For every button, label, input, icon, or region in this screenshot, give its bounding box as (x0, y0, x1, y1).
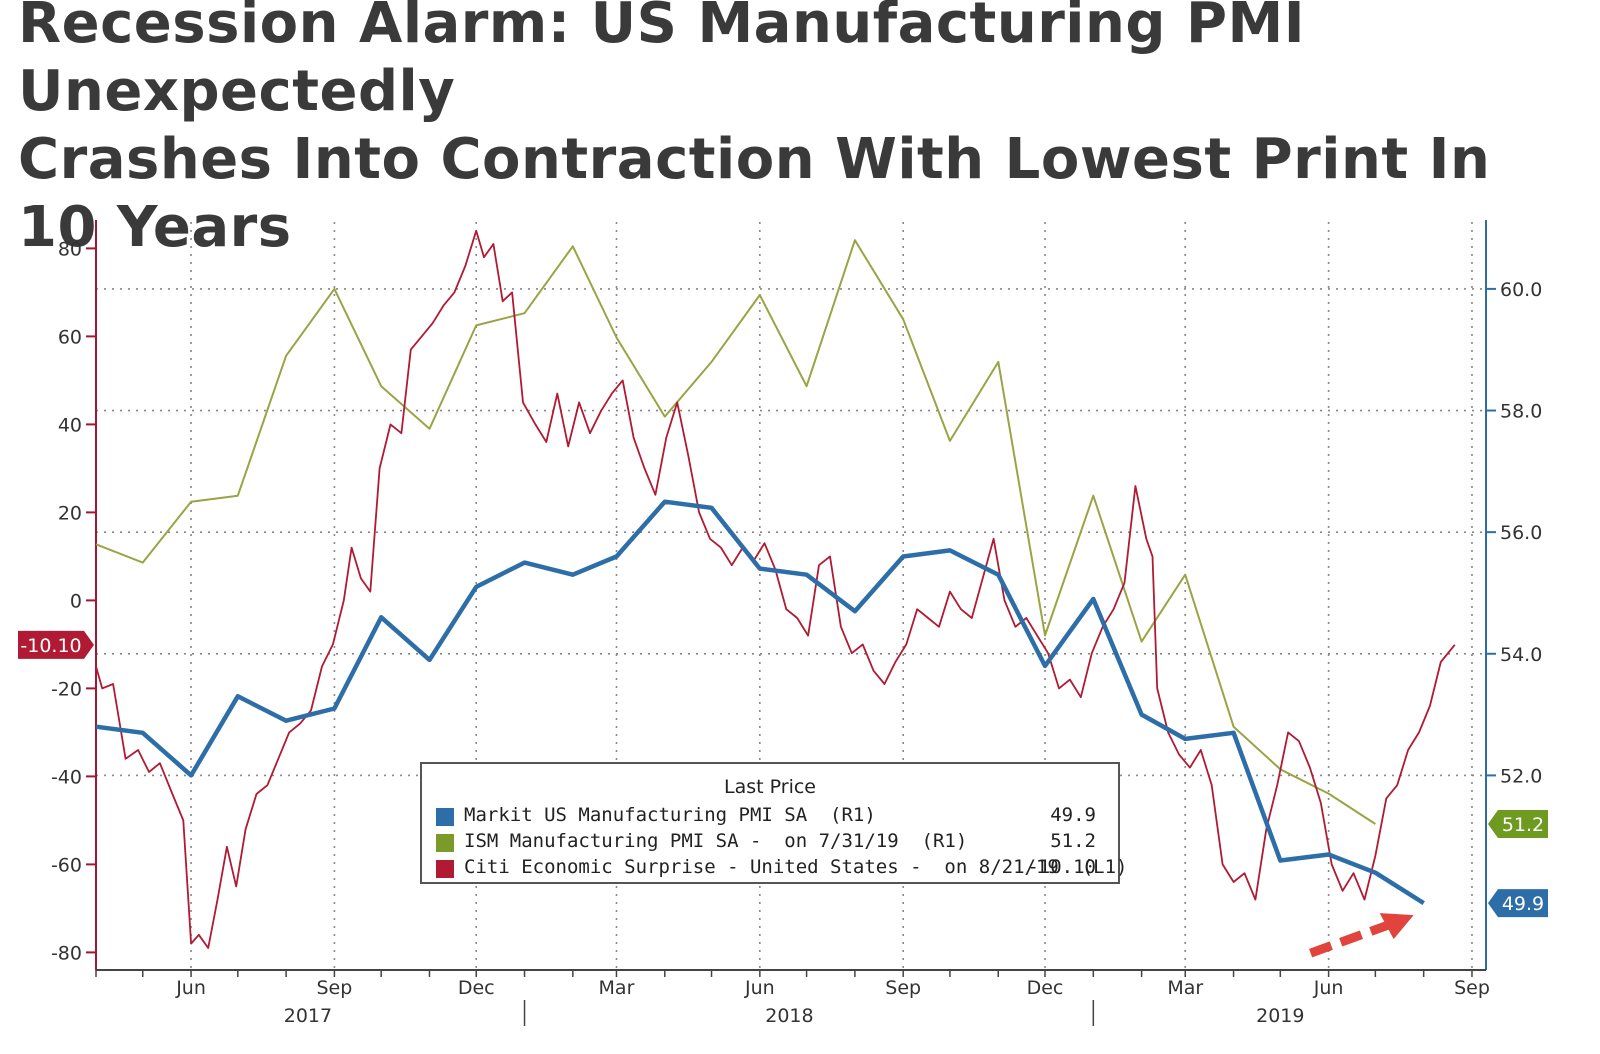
left-axis-tick-label: 0 (70, 590, 82, 612)
x-axis-year-label: 2019 (1256, 1005, 1304, 1027)
left-axis-tick-label: 40 (58, 414, 82, 436)
left-axis-tick-label: -20 (51, 678, 82, 700)
arrow-shaft (1309, 918, 1396, 958)
legend-value-markit: 49.9 (1050, 804, 1096, 826)
right-axis-tick-label: 54.0 (1500, 644, 1542, 666)
badge-ism-text: 51.2 (1502, 814, 1544, 836)
legend-title: Last Price (724, 776, 816, 798)
headline-line-2: Crashes Into Contraction With Lowest Pri… (18, 127, 1491, 260)
x-axis-month-label: Sep (885, 977, 921, 999)
red-arrow (1309, 913, 1414, 958)
x-axis-month-label: Sep (1454, 977, 1490, 999)
series-citi-line (95, 229, 1456, 949)
x-axis-month-label: Mar (1167, 977, 1203, 999)
series-ism-line (95, 239, 1376, 825)
left-axis-tick-label: -40 (51, 766, 82, 788)
left-axis-tick-label: 20 (58, 502, 82, 524)
right-axis-tick-label: 56.0 (1500, 522, 1542, 544)
legend-value-citi: -10.10 (1027, 856, 1096, 878)
series-markit-line (95, 499, 1425, 906)
x-axis-year-label: 2018 (765, 1005, 813, 1027)
legend-row-markit: Markit US Manufacturing PMI SA (R1) 49.9 (436, 804, 1096, 830)
left-axis-tick-label: -80 (51, 942, 82, 964)
badge-citi-bg (18, 630, 94, 659)
headline: Recession Alarm: US Manufacturing PMI Un… (18, 0, 1578, 262)
right-axis-tick-label: 52.0 (1500, 765, 1542, 787)
x-axis-month-label: Dec (458, 977, 495, 999)
legend-row-ism: ISM Manufacturing PMI SA - on 7/31/19 (R… (436, 830, 1096, 856)
badge-ism-bg (1488, 810, 1548, 839)
x-axis-month-label: Sep (317, 977, 353, 999)
chart-legend: Last Price Markit US Manufacturing PMI S… (420, 762, 1127, 884)
x-axis-month-label: Mar (599, 977, 635, 999)
x-axis-month-label: Dec (1027, 977, 1064, 999)
series-lines (95, 229, 1456, 949)
right-axis-tick-label: 58.0 (1500, 401, 1542, 423)
right-axis-tick-label: 60.0 (1500, 279, 1542, 301)
legend-label-markit: Markit US Manufacturing PMI SA (R1) (464, 804, 876, 826)
legend-value-ism: 51.2 (1050, 830, 1096, 852)
x-axis-month-label: Jun (1313, 977, 1344, 999)
legend-label-ism: ISM Manufacturing PMI SA - on 7/31/19 (R… (464, 830, 968, 852)
x-axis-year-label: 2017 (284, 1005, 332, 1027)
left-axis-tick-label: 60 (58, 326, 82, 348)
badge-markit-text: 49.9 (1502, 893, 1544, 915)
arrow-head (1379, 913, 1414, 940)
left-axis-tick-label: -60 (51, 854, 82, 876)
legend-swatch-citi (436, 860, 454, 878)
badge-citi-text: -10.10 (20, 635, 81, 657)
headline-line-1: Recession Alarm: US Manufacturing PMI Un… (18, 0, 1306, 124)
legend-label-citi: Citi Economic Surprise - United States -… (464, 856, 1128, 878)
badge-markit-bg (1488, 889, 1548, 918)
left-axis-tick-label: 80 (58, 238, 82, 260)
legend-row-citi: Citi Economic Surprise - United States -… (436, 856, 1127, 882)
x-axis-month-label: Jun (744, 977, 775, 999)
last-value-badges: -10.10 51.2 49.9 (18, 630, 1548, 918)
x-axis-month-label: Jun (175, 977, 206, 999)
legend-swatch-markit (436, 808, 454, 826)
axes: 80 60 40 20 0 -20 -40 -60 -80 60.0 58.0 56.0 54.0 52.… (51, 220, 1542, 1027)
legend-swatch-ism (436, 834, 454, 852)
